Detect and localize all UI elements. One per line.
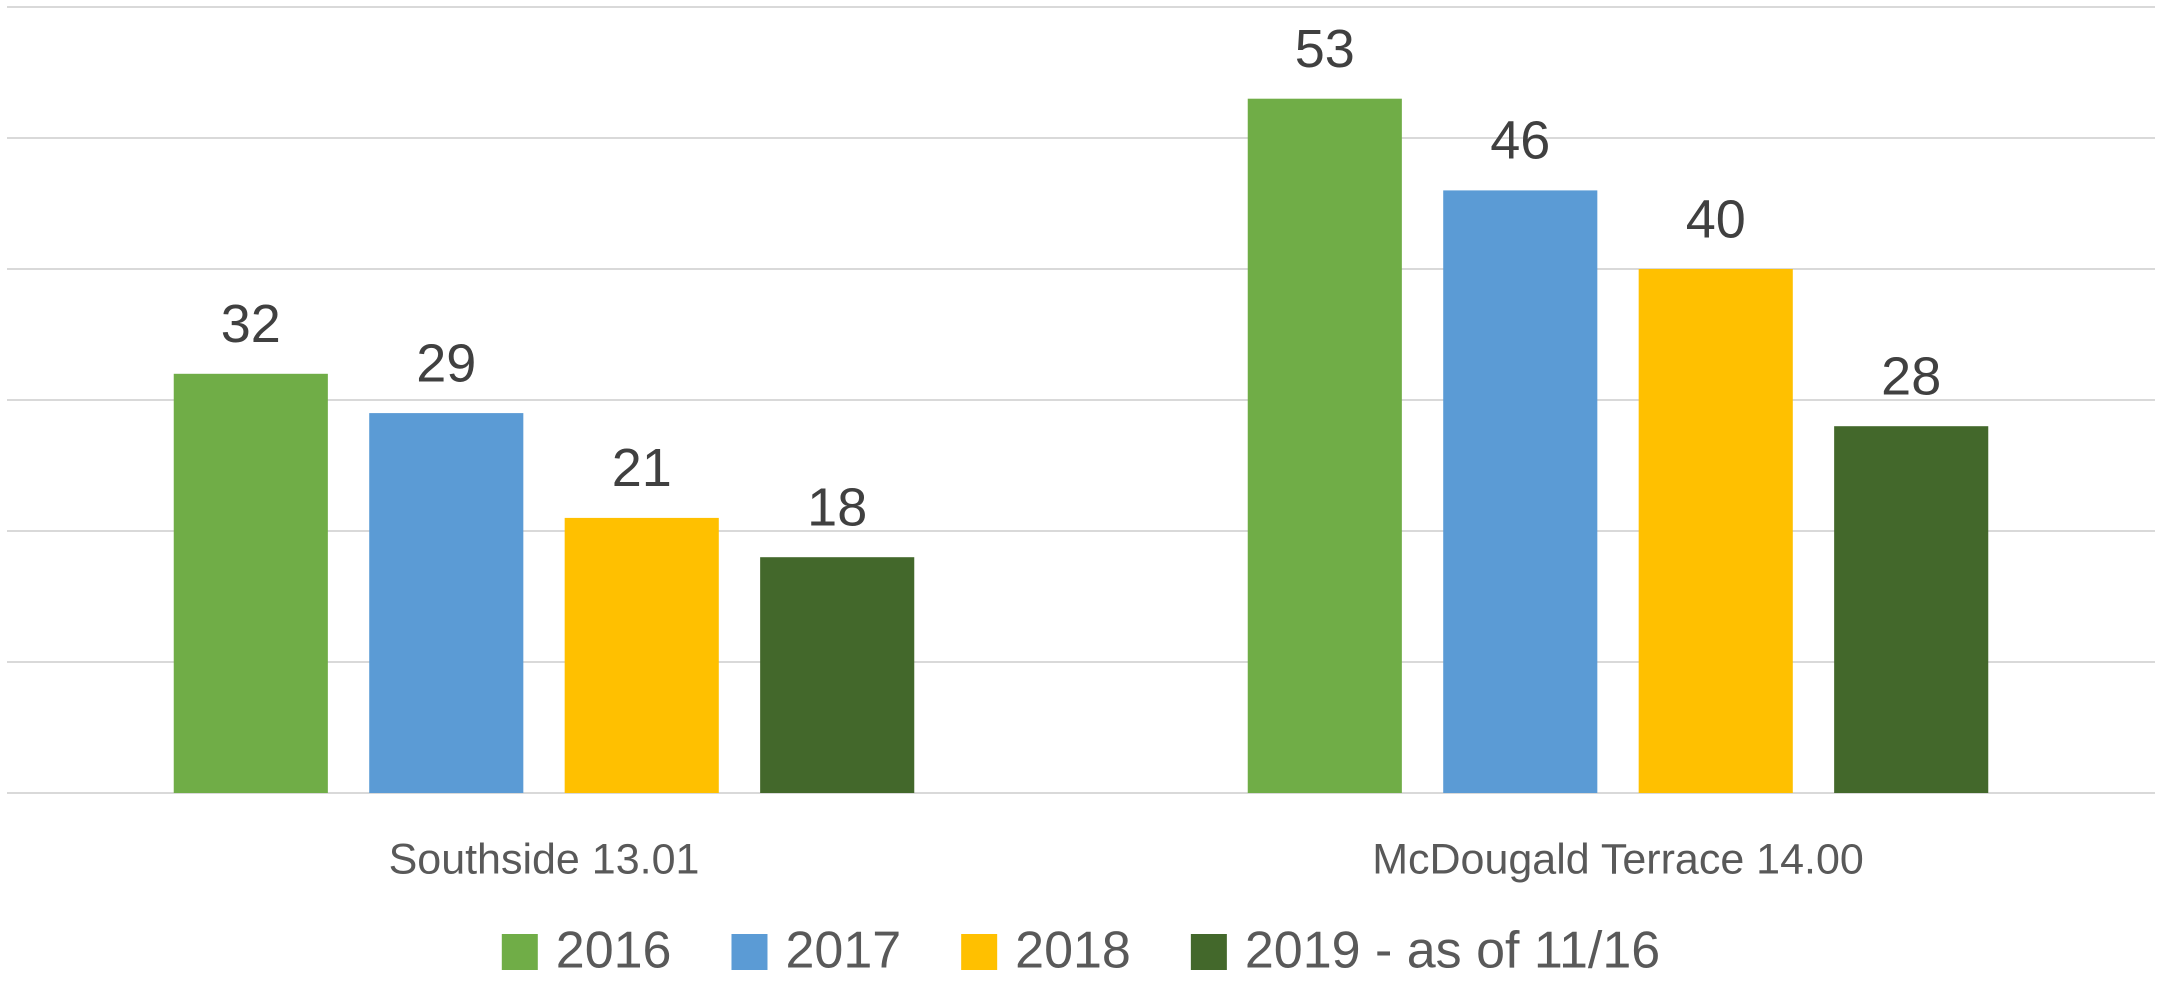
data-label: 18 (807, 477, 867, 537)
data-label: 32 (221, 294, 281, 354)
x-tick-label: McDougald Terrace 14.00 (1372, 835, 1864, 883)
legend-swatch (1190, 934, 1227, 970)
bar (564, 517, 719, 793)
bar (760, 557, 915, 793)
legend-label: 2019 - as of 11/16 (1245, 922, 1660, 980)
bar (369, 413, 524, 793)
legend-label: 2016 (556, 922, 672, 980)
legend-swatch (731, 934, 768, 970)
data-label: 21 (612, 438, 672, 498)
bar (1247, 98, 1402, 793)
data-label: 46 (1490, 111, 1550, 171)
data-label: 28 (1881, 346, 1941, 406)
bar (1834, 426, 1989, 793)
legend-swatch (501, 934, 538, 970)
data-label: 29 (416, 333, 476, 393)
x-tick-label: Southside 13.01 (389, 835, 700, 883)
bar (1638, 269, 1793, 793)
bar (173, 373, 328, 793)
legend-swatch (961, 934, 998, 970)
bar (1443, 190, 1598, 793)
legend-label: 2017 (785, 922, 901, 980)
data-label: 40 (1686, 189, 1746, 249)
data-label: 53 (1295, 19, 1355, 79)
legend-label: 2018 (1015, 922, 1131, 980)
